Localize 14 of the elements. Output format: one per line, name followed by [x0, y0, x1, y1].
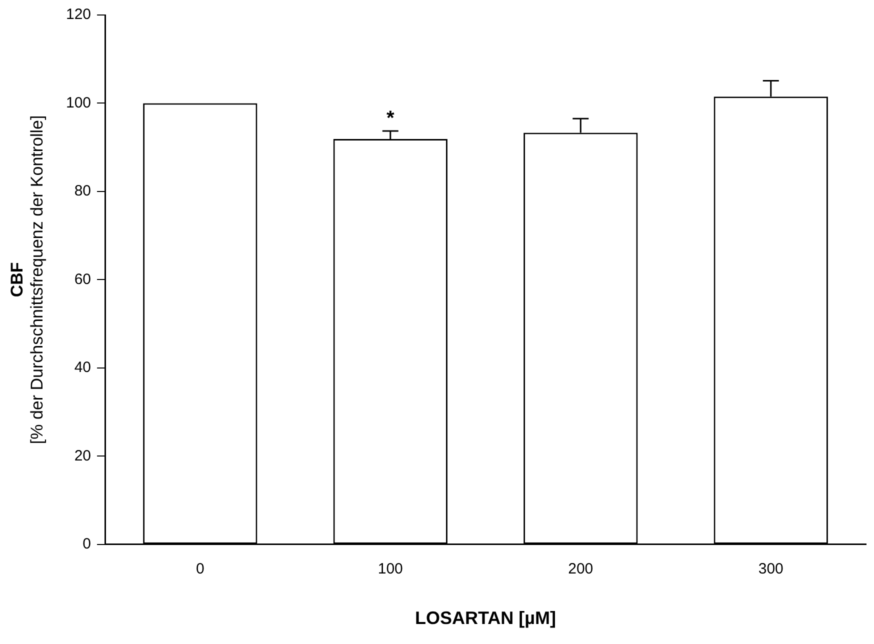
y-axis-title: CBF [% der Durchschnittsfrequenz der Kontrolle]: [8, 115, 47, 444]
x-tick-label: 100: [378, 560, 403, 578]
x-tick-label: 300: [758, 560, 784, 578]
y-tick-label: 100: [66, 94, 92, 112]
y-tick-label: 60: [74, 270, 92, 288]
y-tick-label: 40: [74, 359, 92, 376]
y-tick-label: 80: [74, 182, 92, 200]
x-axis-title: LOSARTAN [µM]: [415, 608, 556, 628]
y-tick-label: 20: [74, 447, 92, 464]
x-tick-label: 0: [196, 560, 204, 578]
y-tick-label: 0: [82, 536, 92, 553]
x-tick-label: 200: [568, 560, 594, 578]
y-tick-label: 120: [66, 6, 92, 24]
annotation: *: [386, 108, 394, 130]
